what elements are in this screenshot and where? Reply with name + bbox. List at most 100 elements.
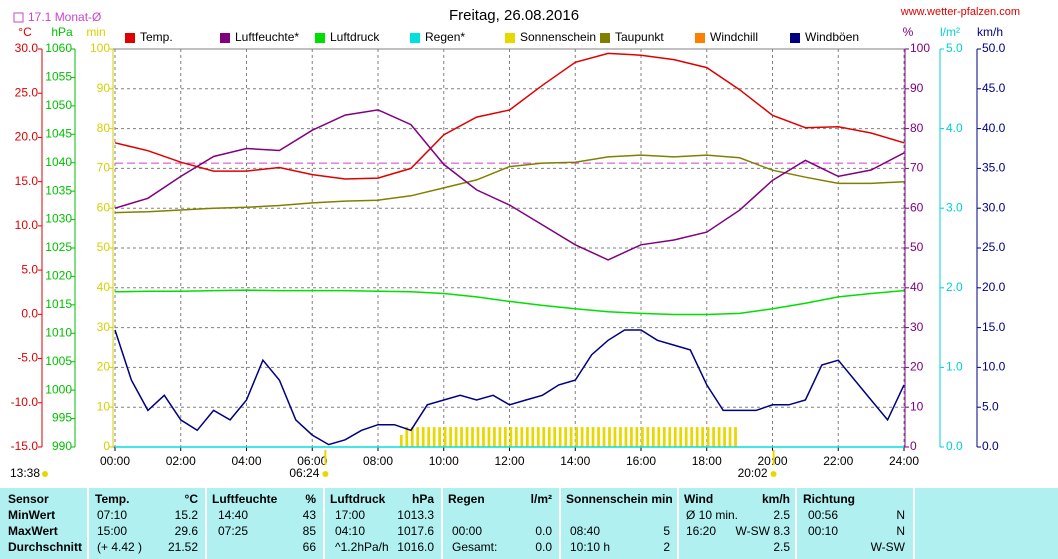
separator [913,487,915,559]
separator [87,487,89,559]
sun-bar [586,427,589,447]
sun-bar [580,427,584,447]
sun-dot [322,471,329,477]
y-tick-label: 15.0 [15,174,39,188]
sun-bar [706,427,710,447]
table-cell: 0.0 [535,524,552,538]
sun-bar [493,427,496,447]
table-cell: 66 [303,540,317,554]
x-tick-label: 06:00 [297,454,327,468]
table-cell: 2.5 [773,540,790,554]
row-label: Durchschnitt [8,540,82,554]
sun-bar [558,427,562,447]
sun-bar [427,427,431,447]
sun-bar [454,427,458,447]
legend-swatch [695,33,705,43]
y-tick-label: 995 [52,411,72,425]
sun-bar [443,427,447,447]
table-cell: 07:10 [97,508,127,522]
y-tick-label: 1060 [45,41,72,55]
table-header: Sonnenschein min [566,492,673,506]
y-tick-label: 40 [910,280,924,294]
table-cell: 2.5 [773,508,790,522]
y-tick-label: 45.0 [982,81,1006,95]
y-tick-label: 15.0 [982,320,1006,334]
axis-unit: min [86,25,105,39]
sun-bar [723,427,726,447]
sun-bar [668,427,672,447]
table-cell: 29.6 [175,524,199,538]
y-tick-label: 10.0 [982,360,1006,374]
axis-unit: km/h [977,25,1003,39]
sun-bar [575,427,578,447]
sun-bar [673,427,677,447]
sun-bar [641,427,644,447]
y-tick-label: 1020 [45,269,72,283]
sun-bar [542,427,546,447]
y-tick-label: 70 [97,161,111,175]
sun-time: 06:24 [289,466,319,480]
y-tick-label: 0.0 [946,439,963,453]
y-tick-label: 1030 [45,212,72,226]
table-cell: 08:40 [570,524,600,538]
table-header: Luftdruck [330,492,386,506]
table-cell: 04:10 [335,524,365,538]
series-line [114,154,905,214]
y-tick-label: 30 [97,320,111,334]
y-tick-label: 0.0 [21,307,38,321]
axis-unit: °C [18,25,32,39]
table-separators [87,487,915,559]
table-cell: N [896,508,905,522]
legend-label: Temp. [140,30,173,44]
y-tick-label: 80 [910,121,924,135]
table-cell: 85 [303,524,317,538]
y-tick-label: 1015 [45,297,72,311]
y-tick-label: -15.0 [11,439,39,453]
sun-bar [553,427,557,447]
sun-bar [597,427,600,447]
y-tick-label: 100 [90,41,110,55]
sun-bar [701,427,705,447]
separator [323,487,325,559]
x-tick-label: 08:00 [363,454,393,468]
separator [677,487,679,559]
table-cell: 43 [303,508,317,522]
sun-bar [734,427,737,447]
legend-swatch [600,33,610,43]
y-tick-label: 35.0 [982,161,1006,175]
x-tick-label: 24:00 [889,454,919,468]
y-tick-label: 5.0 [21,262,38,276]
table-cell: W-SW [871,540,906,554]
reference-key [13,12,24,23]
y-tick-label: 990 [52,439,72,453]
table-cell: 16:20 [686,524,716,538]
table-cell: N [896,524,905,538]
sun-bar [728,427,732,447]
table-header: Luftfeuchte [212,492,278,506]
legend-swatch [790,33,800,43]
x-tick-label: 22:00 [823,454,853,468]
table-cell: W-SW 8.3 [736,524,791,538]
y-tick-label: 0 [103,439,110,453]
x-tick-label: 16:00 [626,454,656,468]
y-tick-label: 80 [97,121,111,135]
sun-bar [690,427,694,447]
table-header: Regen [448,492,485,506]
legend-label: Sonnenschein [520,30,596,44]
legend-swatch [125,33,135,43]
y-tick-label: 30.0 [982,200,1006,214]
table-header: hPa [412,492,434,506]
y-tick-label: 60 [910,200,924,214]
sun-bar [662,427,666,447]
y-tick-label: 25.0 [15,85,39,99]
legend-label: Windböen [805,30,859,44]
y-tick-label: 10.0 [15,218,39,232]
table-header: l/m² [531,492,552,506]
table-cell: Gesamt: [452,540,497,554]
sun-bar [438,427,442,447]
day-length: 13:38 [10,466,40,480]
table-cell: 07:25 [218,524,248,538]
sun-bar [657,427,661,447]
sun-bar [679,427,683,447]
